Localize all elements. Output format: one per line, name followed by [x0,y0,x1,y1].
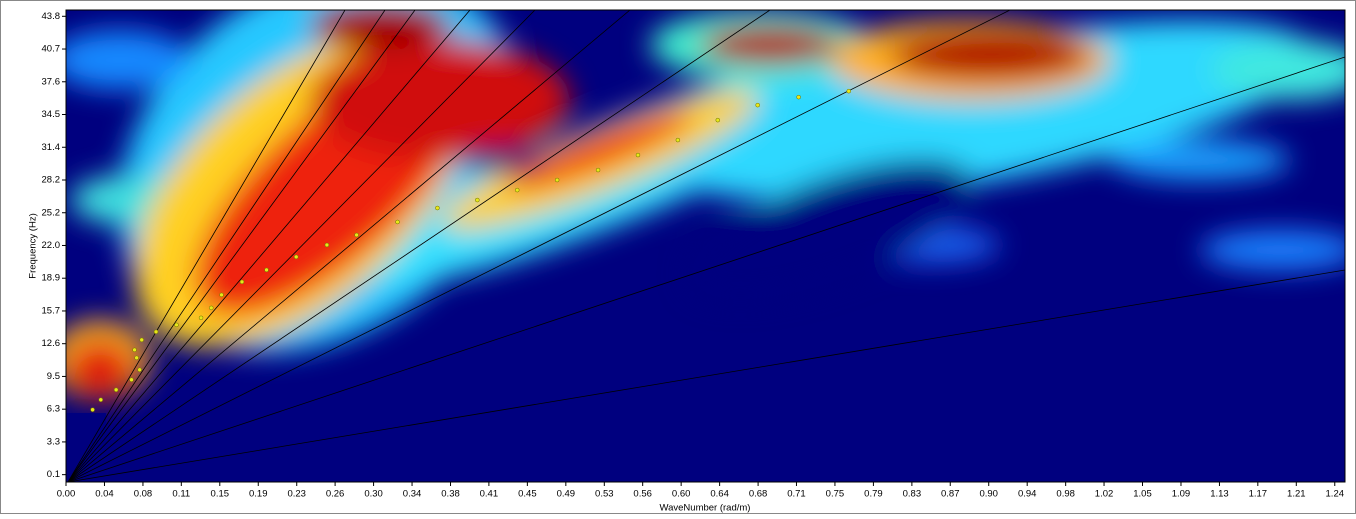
spectrum-image [66,10,1345,482]
y-tick-label: 3.3 [47,436,60,447]
pick-point [395,219,400,225]
pick-point [198,315,204,321]
pick-point [595,167,601,173]
x-tick-label: 0.98 [1056,489,1075,500]
x-tick-label: 1.24 [1326,489,1345,500]
pick-point [675,137,681,143]
y-tick-label: 6.3 [47,404,60,415]
y-tick-label: 12.6 [42,338,61,349]
pick-point [293,254,299,260]
y-tick-label: 22.0 [42,240,61,251]
x-tick-label: 0.87 [941,489,960,500]
y-tick-label: 18.9 [42,273,61,284]
pick-point [514,187,520,193]
pick-point [635,152,641,158]
pick-point [435,205,440,211]
pick-point [129,377,134,382]
x-tick-label: 0.26 [326,489,345,500]
y-tick-label: 25.2 [42,207,61,218]
y-tick-label: 0.1 [47,469,60,480]
y-tick-label: 28.2 [42,175,61,186]
y-tick-label: 37.6 [42,76,61,87]
x-tick-label: 0.19 [249,489,268,500]
pick-point [113,387,119,393]
pick-point [90,407,95,412]
pick-point [174,322,179,328]
pick-point [755,102,760,108]
pick-point [354,232,359,238]
y-tick-label: 9.5 [47,371,60,382]
y-tick-label: 43.8 [42,11,61,22]
pick-point [137,367,142,373]
pick-point [846,88,851,94]
x-tick-label: 0.94 [1018,489,1037,500]
pick-point [209,305,214,311]
x-tick-label: 1.05 [1133,489,1152,500]
x-tick-label: 0.15 [211,489,230,500]
pick-point [715,117,721,123]
x-tick-label: 0.11 [172,489,190,500]
x-tick-label: 0.60 [672,489,691,500]
y-tick-label: 34.5 [42,109,61,120]
x-tick-label: 1.21 [1287,489,1306,500]
y-tick-label: 40.7 [42,44,61,55]
pick-point [132,347,137,353]
x-tick-label: 0.90 [979,489,998,500]
x-tick-label: 1.13 [1210,489,1229,500]
x-tick-label: 0.34 [403,489,422,500]
pick-point [554,177,560,183]
x-tick-label: 1.17 [1249,489,1268,500]
x-tick-label: 0.83 [903,489,922,500]
x-tick-label: 0.08 [134,489,153,500]
x-tick-label: 0.64 [710,489,729,500]
y-tick-label: 15.7 [42,305,61,316]
pick-point [475,197,480,203]
x-tick-label: 0.04 [95,489,114,500]
pick-point [264,267,269,273]
x-tick-label: 0.75 [826,489,845,500]
pick-point [139,337,144,343]
x-tick-label: 0.00 [57,489,76,500]
x-tick-label: 0.38 [441,489,460,500]
x-tick-label: 0.56 [633,489,652,500]
pick-point [239,279,245,285]
x-tick-label: 0.79 [864,489,883,500]
x-tick-label: 1.02 [1095,489,1114,500]
x-tick-label: 0.23 [287,489,306,500]
x-tick-label: 0.49 [557,489,576,500]
x-axis-label: WaveNumber (rad/m) [660,503,751,514]
plot-border [65,9,1346,483]
pick-point [98,397,104,403]
x-tick-label: 0.30 [364,489,383,500]
x-tick-label: 0.45 [518,489,537,500]
pick-point [134,355,139,361]
x-tick-label: 0.41 [480,489,499,500]
pick-point [219,292,224,298]
pick-point [153,329,159,335]
x-tick-label: 0.53 [595,489,614,500]
y-tick-label: 31.4 [42,142,61,153]
pick-point [324,242,330,248]
y-axis-label: Frequency (Hz) [28,213,39,278]
x-tick-label: 0.71 [787,489,806,500]
pick-point [796,94,801,100]
x-tick-label: 0.68 [749,489,768,500]
x-tick-label: 1.09 [1172,489,1191,500]
